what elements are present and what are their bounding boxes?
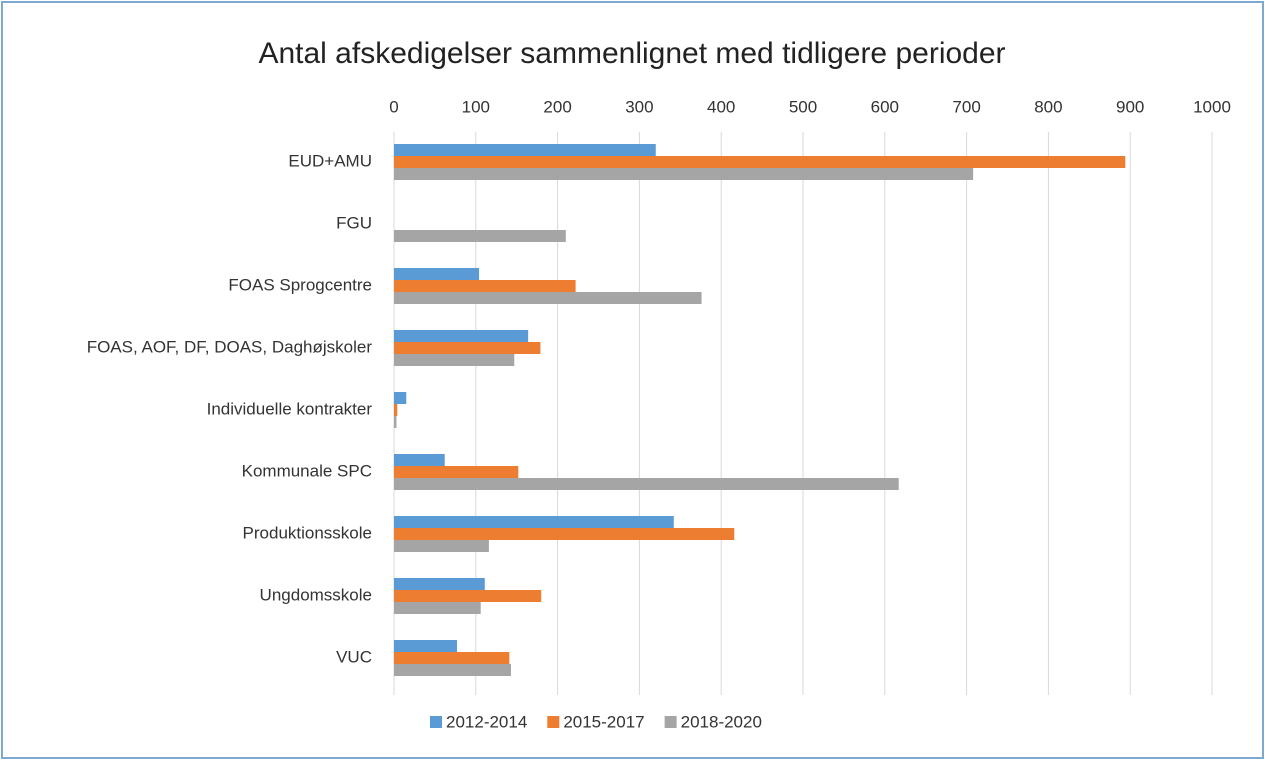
x-tick-label: 900 xyxy=(1116,97,1144,116)
legend-label: 2015-2017 xyxy=(563,712,644,731)
bar xyxy=(394,230,566,242)
bar xyxy=(394,478,899,490)
bar xyxy=(394,640,457,652)
bar xyxy=(394,590,542,602)
legend-swatch xyxy=(547,716,560,728)
bar xyxy=(394,330,529,342)
bar xyxy=(394,516,674,528)
y-tick-label: Kommunale SPC xyxy=(242,461,372,480)
x-tick-label: 100 xyxy=(462,97,490,116)
bar xyxy=(394,540,489,552)
x-tick-label: 0 xyxy=(389,97,398,116)
bar xyxy=(394,404,398,416)
bar xyxy=(394,280,576,292)
bar xyxy=(394,578,485,590)
x-tick-label: 1000 xyxy=(1193,97,1231,116)
x-tick-label: 400 xyxy=(707,97,735,116)
bar xyxy=(394,168,974,180)
x-tick-label: 700 xyxy=(952,97,980,116)
legend-label: 2012-2014 xyxy=(446,712,527,731)
y-tick-label: Ungdomsskole xyxy=(260,585,372,604)
bar xyxy=(394,602,481,614)
legend-label: 2018-2020 xyxy=(681,712,762,731)
bar xyxy=(394,268,480,280)
bar xyxy=(394,156,1126,168)
chart-title: Antal afskedigelser sammenlignet med tid… xyxy=(258,37,1005,70)
bar xyxy=(394,652,510,664)
bar xyxy=(394,144,656,156)
bar xyxy=(394,292,702,304)
bar xyxy=(394,416,397,428)
bar xyxy=(394,528,735,540)
y-tick-label: FOAS Sprogcentre xyxy=(228,275,372,294)
bar xyxy=(394,454,445,466)
legend-swatch xyxy=(430,716,442,728)
bar xyxy=(394,354,515,366)
y-tick-label: EUD+AMU xyxy=(288,151,372,170)
bar xyxy=(394,466,519,478)
y-tick-label: FOAS, AOF, DF, DOAS, Daghøjskoler xyxy=(87,337,373,356)
bar xyxy=(394,342,541,354)
y-tick-label: VUC xyxy=(336,647,372,666)
y-tick-label: Individuelle kontrakter xyxy=(207,399,373,418)
x-tick-label: 200 xyxy=(543,97,571,116)
x-tick-label: 300 xyxy=(625,97,653,116)
x-tick-label: 600 xyxy=(871,97,899,116)
y-tick-label: Produktionsskole xyxy=(243,523,372,542)
x-tick-label: 800 xyxy=(1034,97,1062,116)
bar xyxy=(394,664,511,676)
x-tick-label: 500 xyxy=(789,97,817,116)
bar xyxy=(394,392,407,404)
legend-swatch xyxy=(664,716,677,728)
y-tick-label: FGU xyxy=(336,213,372,232)
